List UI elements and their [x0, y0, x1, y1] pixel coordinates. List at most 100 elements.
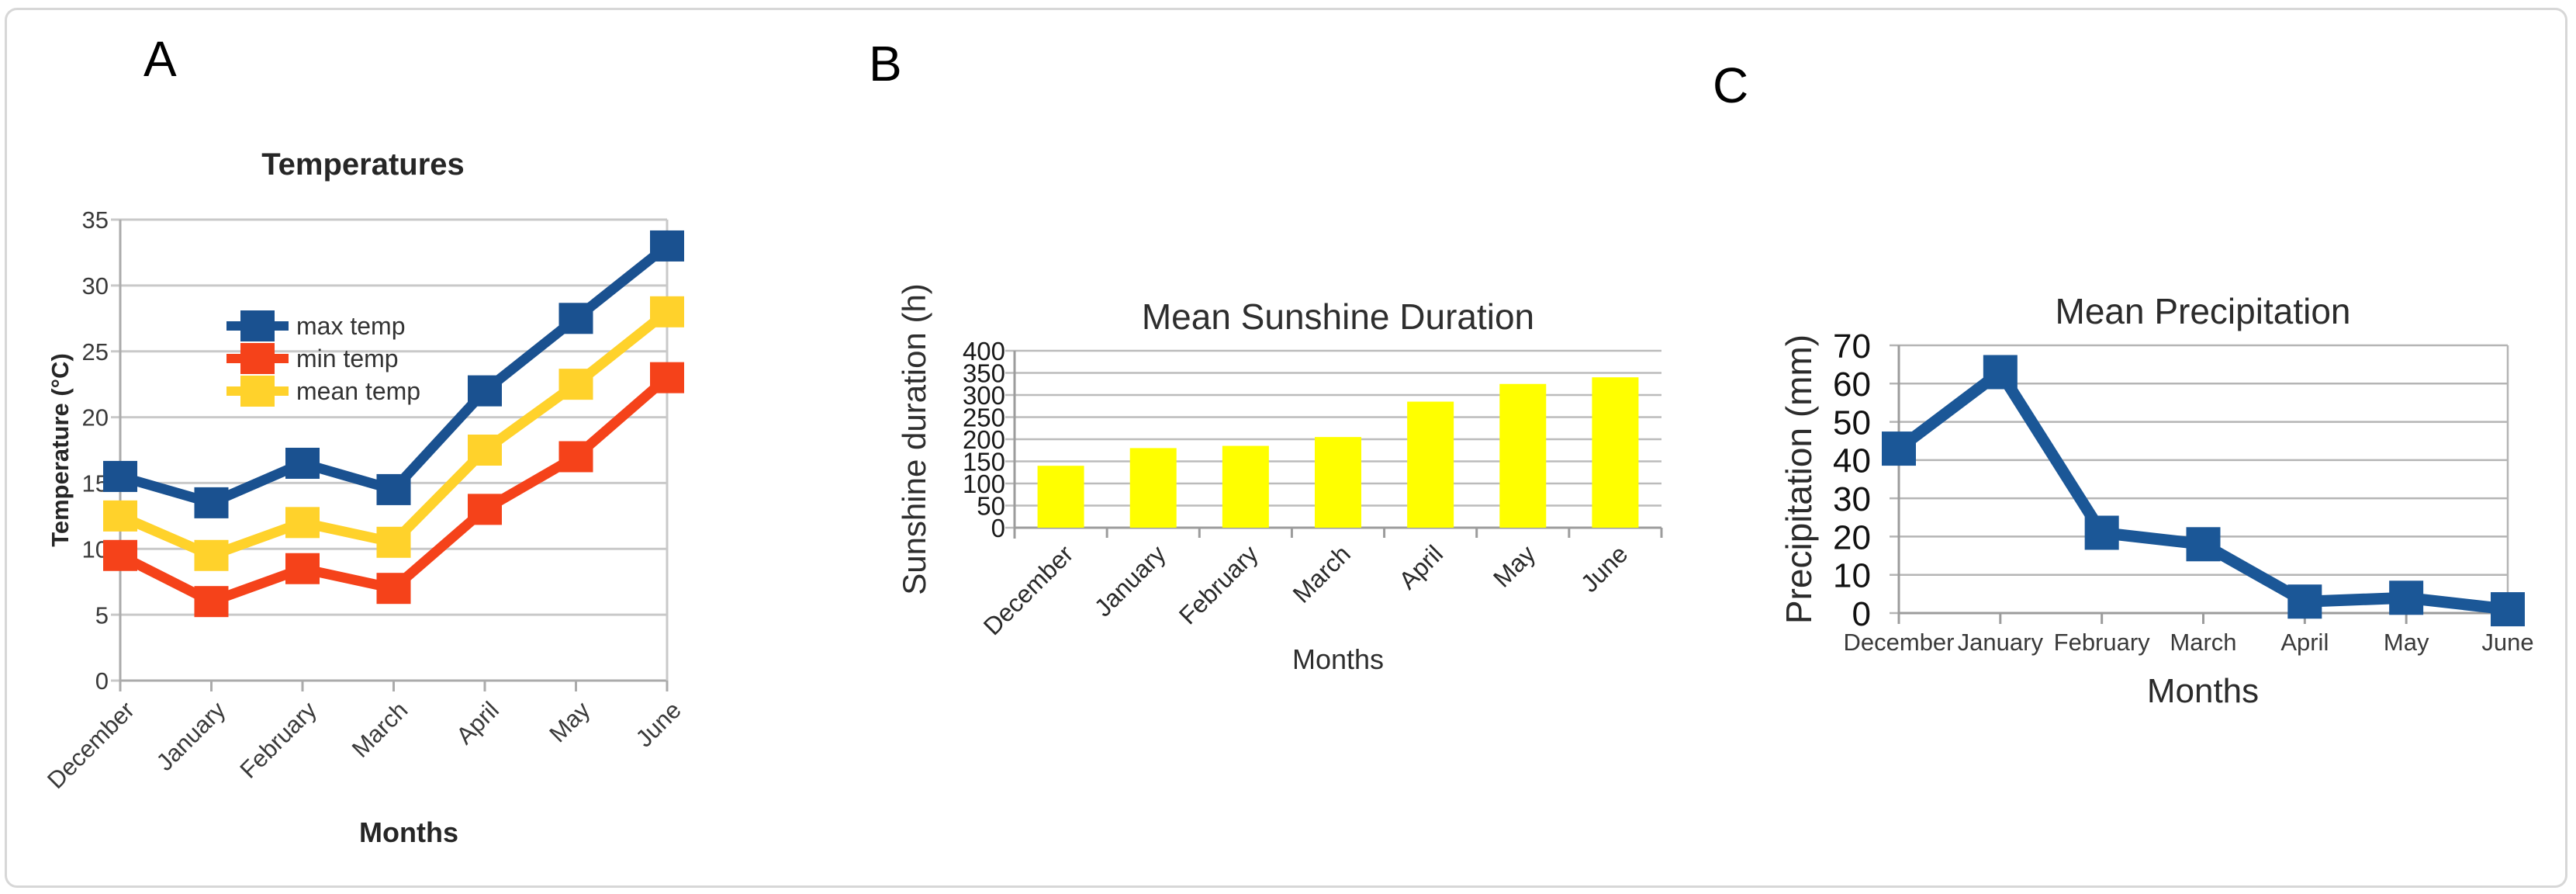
data-marker — [558, 303, 593, 334]
data-marker — [558, 441, 593, 473]
legend-swatch — [240, 310, 275, 341]
data-marker — [194, 539, 229, 571]
data-marker — [194, 487, 229, 518]
y-tick-label: 50 — [1833, 404, 1871, 442]
data-marker — [650, 296, 684, 327]
y-tick-label: 35 — [82, 206, 109, 234]
x-tick-label: May — [544, 696, 596, 748]
data-marker — [1983, 355, 2018, 390]
legend-label: min temp — [296, 345, 399, 372]
y-tick-label: 60 — [1833, 366, 1871, 404]
y-tick-label: 100 — [963, 470, 1005, 498]
data-marker — [2287, 584, 2322, 619]
x-tick-label: March — [347, 696, 413, 763]
y-tick-label: 50 — [977, 491, 1005, 520]
data-marker — [285, 447, 320, 479]
y-tick-label: 0 — [95, 667, 109, 695]
y-tick-label: 350 — [963, 359, 1005, 387]
y-tick-label: 250 — [963, 403, 1005, 431]
x-tick-label: April — [451, 696, 504, 750]
x-axis-title: Months — [2147, 672, 2259, 710]
y-tick-label: 0 — [1852, 595, 1871, 633]
bar-june — [1592, 377, 1639, 528]
y-tick-label: 5 — [95, 601, 109, 629]
data-marker — [376, 473, 411, 505]
data-marker — [468, 435, 502, 466]
y-tick-label: 400 — [963, 337, 1005, 366]
x-tick-label: March — [1288, 539, 1356, 608]
y-axis-title: Temperature (°C) — [47, 353, 74, 547]
x-axis-title: Months — [1292, 643, 1384, 675]
bar-december — [1037, 466, 1084, 528]
legend-label: max temp — [296, 312, 405, 340]
data-marker — [650, 230, 684, 262]
x-tick-label: March — [2170, 629, 2236, 656]
chart-title: Mean Precipitation — [2056, 291, 2351, 331]
y-tick-label: 200 — [963, 425, 1005, 454]
legend-item: min temp — [226, 343, 399, 374]
x-tick-label: December — [978, 539, 1079, 640]
y-tick-label: 300 — [963, 381, 1005, 410]
data-marker — [103, 500, 137, 532]
data-marker — [285, 553, 320, 584]
x-tick-label: January — [1089, 539, 1171, 622]
data-marker — [558, 369, 593, 400]
x-tick-label: February — [2054, 629, 2151, 656]
y-tick-label: 40 — [1833, 442, 1871, 480]
x-tick-label: May — [1488, 539, 1540, 592]
x-tick-label: April — [1393, 539, 1448, 594]
series-line-mean-precipitation — [1895, 366, 2509, 615]
data-marker — [2389, 580, 2424, 615]
bar-march — [1315, 437, 1361, 528]
x-tick-label: February — [234, 696, 322, 784]
panel-label-a: A — [143, 31, 177, 87]
x-tick-label: June — [631, 696, 686, 752]
legend-label: mean temp — [296, 377, 420, 405]
y-axis-title: Precipitation (mm) — [1779, 334, 1819, 624]
x-tick-label: February — [1174, 539, 1264, 629]
legend: max temp min temp mean temp — [226, 310, 420, 407]
x-tick-label: June — [2481, 629, 2533, 656]
legend-swatch — [240, 376, 275, 407]
bar-february — [1222, 445, 1269, 528]
y-tick-label: 0 — [991, 514, 1005, 542]
x-tick-label: December — [1844, 629, 1955, 656]
y-tick-label: 30 — [1833, 480, 1871, 518]
legend-item: mean temp — [226, 376, 420, 407]
legend-item: max temp — [226, 310, 405, 341]
y-tick-label: 30 — [82, 272, 109, 300]
y-tick-label: 20 — [1833, 518, 1871, 556]
chart-title: Mean Sunshine Duration — [1142, 296, 1534, 337]
x-tick-label: January — [151, 696, 231, 776]
y-tick-label: 25 — [82, 338, 109, 366]
x-tick-label: April — [2280, 629, 2329, 656]
y-axis-title: Sunshine duration (h) — [896, 283, 932, 595]
panel-label-b: B — [869, 36, 902, 92]
data-marker — [376, 526, 411, 558]
data-marker — [194, 586, 229, 618]
data-marker — [468, 494, 502, 525]
data-marker — [103, 460, 137, 492]
data-marker — [650, 362, 684, 393]
x-tick-label: May — [2384, 629, 2429, 656]
y-tick-label: 150 — [963, 447, 1005, 476]
data-marker — [1882, 431, 1916, 466]
y-tick-label: 10 — [1833, 557, 1871, 595]
chart-title: Temperatures — [261, 147, 465, 182]
bar-may — [1499, 383, 1547, 528]
x-tick-label: December — [42, 696, 140, 794]
data-marker — [2491, 592, 2525, 627]
x-axis-title: Months — [359, 816, 458, 848]
y-tick-label: 20 — [82, 404, 109, 431]
bar-april — [1407, 401, 1454, 528]
x-tick-label: January — [1958, 629, 2044, 656]
data-marker — [468, 375, 502, 407]
data-marker — [285, 507, 320, 539]
data-marker — [103, 539, 137, 571]
data-marker — [376, 573, 411, 605]
